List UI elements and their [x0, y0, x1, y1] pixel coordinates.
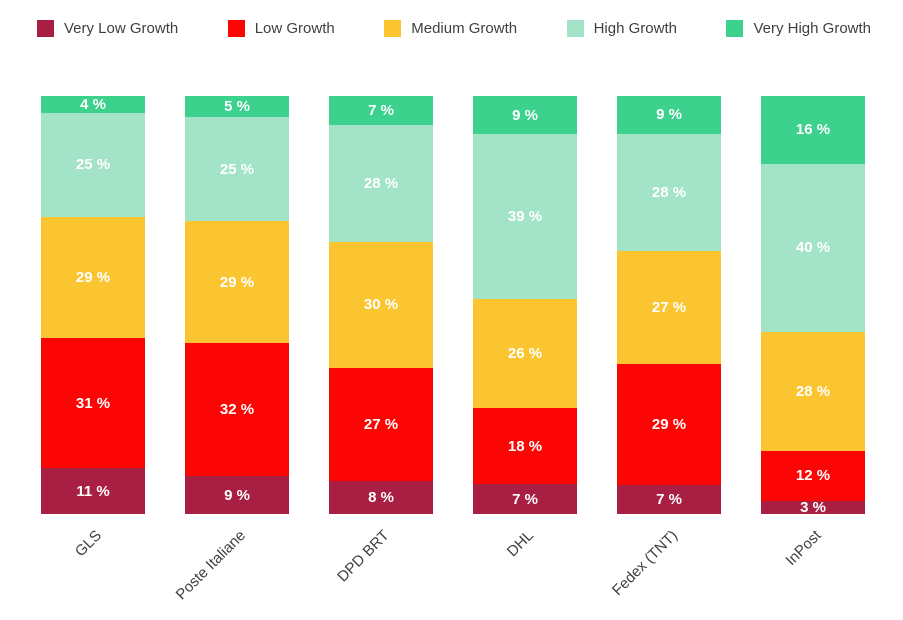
bar-segment-inpost-very-low-growth: 3 %: [761, 499, 865, 517]
legend-item-medium-growth: Medium Growth: [384, 19, 518, 37]
segment-value-label: 4 %: [80, 95, 106, 113]
legend-swatch-icon: [227, 19, 245, 37]
segment-value-label: 7 %: [368, 102, 394, 120]
segment-value-label: 11 %: [76, 482, 110, 500]
segment-value-label: 39 %: [507, 207, 543, 225]
bar-segment-gls-very-low-growth: 11 %: [41, 468, 145, 514]
segment-value-label: 28 %: [363, 175, 399, 193]
bar-segment-dpd-brt-low-growth: 27 %: [329, 367, 433, 481]
bar-segment-poste-italiane-very-high-growth: 5 %: [185, 96, 289, 117]
legend-item-very-low-growth: Very Low Growth: [37, 19, 179, 37]
bar-segment-poste-italiane-low-growth: 32 %: [185, 342, 289, 477]
stacked-bar-chart: 4 % 25 % 29 % 31 % 11 % 5 % 25 % 29 % 32 % 9 % 7 %…: [41, 96, 865, 517]
bar-segment-inpost-high-growth: 40 %: [761, 163, 865, 333]
legend-label: High Growth: [593, 19, 677, 37]
segment-value-label: 9 %: [656, 106, 682, 124]
x-axis-label-cell: DPD BRT: [329, 514, 433, 620]
bar-segment-dpd-brt-high-growth: 28 %: [329, 125, 433, 243]
segment-value-label: 26 %: [507, 345, 543, 363]
bar-segment-fedex-tnt-high-growth: 28 %: [617, 133, 721, 251]
x-axis-labels: GLS Poste Italiane DPD BRT DHL Fedex (TNT) In…: [41, 514, 865, 620]
chart-legend: Very Low Growth Low Growth Medium Growth Hi…: [37, 18, 871, 38]
bar-segment-gls-very-high-growth: 4 %: [41, 96, 145, 113]
legend-label: Medium Growth: [411, 19, 518, 37]
segment-value-label: 12 %: [795, 467, 831, 485]
bar-segment-poste-italiane-very-low-growth: 9 %: [185, 476, 289, 514]
segment-value-label: 29 %: [651, 415, 687, 433]
bar-segment-gls-low-growth: 31 %: [41, 338, 145, 469]
bar-inpost: 16 % 40 % 28 % 12 % 3 %: [761, 96, 865, 517]
segment-value-label: 40 %: [795, 239, 831, 257]
x-axis-label-dpd-brt: DPD BRT: [334, 527, 394, 586]
segment-value-label: 31 %: [75, 394, 111, 412]
segment-value-label: 25 %: [75, 156, 111, 174]
x-axis-label-cell: DHL: [473, 514, 577, 620]
x-axis-label-cell: Fedex (TNT): [609, 514, 721, 620]
bar-fedex-tnt: 9 % 28 % 27 % 29 % 7 %: [617, 96, 721, 514]
segment-value-label: 27 %: [651, 298, 687, 316]
legend-swatch-icon: [384, 19, 402, 37]
bar-segment-gls-medium-growth: 29 %: [41, 217, 145, 339]
bar-dpd-brt: 7 % 28 % 30 % 27 % 8 %: [329, 96, 433, 514]
bar-segment-dpd-brt-very-low-growth: 8 %: [329, 480, 433, 514]
bar-segment-gls-high-growth: 25 %: [41, 112, 145, 218]
legend-label: Low Growth: [254, 19, 335, 37]
bar-segment-dpd-brt-very-high-growth: 7 %: [329, 96, 433, 126]
x-axis-label-cell: Poste Italiane: [173, 514, 289, 620]
segment-value-label: 9 %: [512, 106, 538, 124]
segment-value-label: 16 %: [795, 121, 831, 139]
segment-value-label: 7 %: [512, 490, 538, 508]
segment-value-label: 29 %: [219, 273, 255, 291]
bar-poste-italiane: 5 % 25 % 29 % 32 % 9 %: [185, 96, 289, 514]
bar-segment-poste-italiane-medium-growth: 29 %: [185, 221, 289, 343]
segment-value-label: 18 %: [507, 437, 543, 455]
legend-label: Very High Growth: [753, 19, 871, 37]
x-axis-label-inpost: InPost: [782, 527, 826, 570]
segment-value-label: 8 %: [368, 488, 394, 506]
segment-value-label: 30 %: [363, 296, 399, 314]
legend-item-very-high-growth: Very High Growth: [726, 19, 871, 37]
bar-segment-fedex-tnt-low-growth: 29 %: [617, 363, 721, 485]
segment-value-label: 28 %: [651, 183, 687, 201]
segment-value-label: 3 %: [800, 499, 826, 517]
bar-gls: 4 % 25 % 29 % 31 % 11 %: [41, 96, 145, 514]
x-axis-label-cell: GLS: [41, 514, 145, 620]
bar-segment-inpost-very-high-growth: 16 %: [761, 96, 865, 164]
segment-value-label: 28 %: [795, 383, 831, 401]
bar-segment-inpost-medium-growth: 28 %: [761, 332, 865, 451]
bar-segment-inpost-low-growth: 12 %: [761, 450, 865, 502]
x-axis-label-cell: InPost: [761, 514, 865, 620]
segment-value-label: 29 %: [75, 269, 111, 287]
bar-segment-dhl-very-low-growth: 7 %: [473, 484, 577, 514]
bar-segment-dhl-low-growth: 18 %: [473, 408, 577, 485]
bar-segment-dhl-very-high-growth: 9 %: [473, 96, 577, 134]
x-axis-label-fedex-tnt: Fedex (TNT): [608, 527, 682, 600]
segment-value-label: 7 %: [656, 490, 682, 508]
x-axis-label-gls: GLS: [71, 527, 106, 561]
legend-label: Very Low Growth: [64, 19, 179, 37]
legend-swatch-icon: [726, 19, 744, 37]
bar-segment-fedex-tnt-very-low-growth: 7 %: [617, 484, 721, 514]
legend-item-low-growth: Low Growth: [227, 19, 335, 37]
segment-value-label: 9 %: [224, 486, 250, 504]
bar-segment-fedex-tnt-very-high-growth: 9 %: [617, 96, 721, 134]
legend-item-high-growth: High Growth: [566, 19, 677, 37]
legend-swatch-icon: [37, 19, 54, 37]
bar-segment-fedex-tnt-medium-growth: 27 %: [617, 250, 721, 364]
bar-segment-dhl-medium-growth: 26 %: [473, 298, 577, 409]
x-axis-label-dhl: DHL: [503, 527, 538, 561]
segment-value-label: 25 %: [219, 160, 255, 178]
legend-swatch-icon: [566, 19, 584, 37]
bar-segment-dpd-brt-medium-growth: 30 %: [329, 242, 433, 368]
segment-value-label: 27 %: [363, 415, 399, 433]
bar-segment-poste-italiane-high-growth: 25 %: [185, 116, 289, 222]
segment-value-label: 5 %: [224, 97, 250, 115]
segment-value-label: 32 %: [219, 400, 255, 418]
x-axis-label-poste-italiane: Poste Italiane: [172, 527, 250, 604]
bar-dhl: 9 % 39 % 26 % 18 % 7 %: [473, 96, 577, 514]
bar-segment-dhl-high-growth: 39 %: [473, 134, 577, 299]
